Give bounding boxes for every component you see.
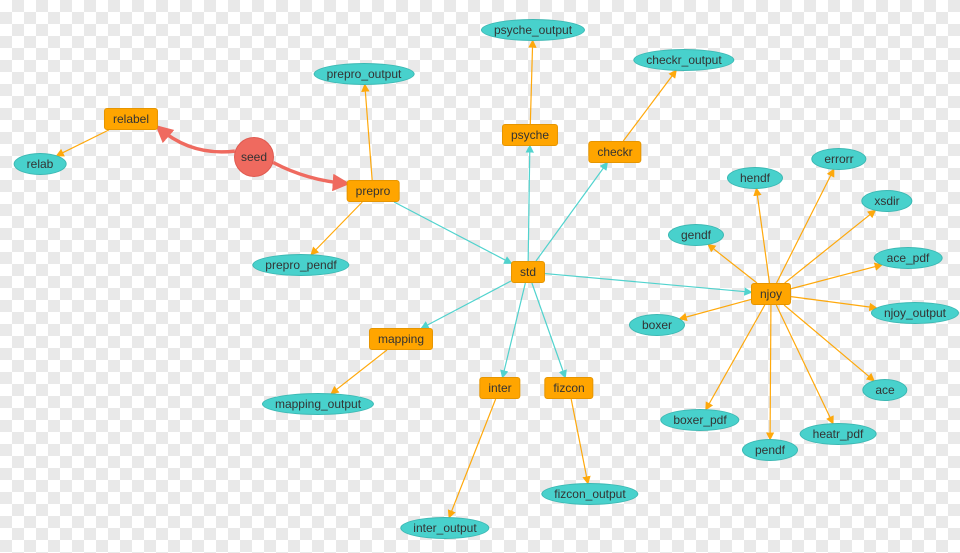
node-label: std — [520, 265, 536, 279]
node-label: psyche — [511, 128, 549, 142]
node-label: prepro_pendf — [265, 258, 336, 272]
node-label: prepro — [356, 184, 391, 198]
node-gendf[interactable]: gendf — [668, 224, 724, 246]
node-label: fizcon — [553, 381, 584, 395]
node-label: mapping_output — [275, 397, 361, 411]
node-label: boxer — [642, 318, 672, 332]
node-label: njoy — [760, 287, 782, 301]
node-relab[interactable]: relab — [14, 153, 67, 175]
node-mapping[interactable]: mapping — [369, 328, 433, 350]
node-prepro_pendf[interactable]: prepro_pendf — [252, 254, 349, 276]
node-boxer_pdf[interactable]: boxer_pdf — [660, 409, 739, 431]
node-boxer[interactable]: boxer — [629, 314, 685, 336]
graph-canvas: seed relabel prepro std psyche checkr mapping i… — [0, 0, 960, 553]
node-label: prepro_output — [327, 67, 402, 81]
node-label: gendf — [681, 228, 711, 242]
node-label: fizcon_output — [554, 487, 625, 501]
node-label: inter — [488, 381, 511, 395]
node-label: checkr_output — [646, 53, 721, 67]
node-label: inter_output — [413, 521, 476, 535]
node-prepro_output[interactable]: prepro_output — [314, 63, 415, 85]
node-inter_output[interactable]: inter_output — [400, 517, 489, 539]
node-ace[interactable]: ace — [862, 379, 907, 401]
node-label: ace — [875, 383, 894, 397]
node-seed[interactable]: seed — [234, 137, 274, 177]
node-psyche_output[interactable]: psyche_output — [481, 19, 585, 41]
node-psyche[interactable]: psyche — [502, 124, 558, 146]
node-label: errorr — [824, 152, 853, 166]
node-label: relab — [27, 157, 54, 171]
checker-background — [0, 0, 960, 553]
node-heatr_pdf[interactable]: heatr_pdf — [800, 423, 877, 445]
node-label: pendf — [755, 443, 785, 457]
node-label: mapping — [378, 332, 424, 346]
node-pendf[interactable]: pendf — [742, 439, 798, 461]
node-mapping_output[interactable]: mapping_output — [262, 393, 374, 415]
node-label: njoy_output — [884, 306, 946, 320]
node-label: checkr — [597, 145, 632, 159]
node-label: ace_pdf — [887, 251, 930, 265]
node-label: boxer_pdf — [673, 413, 726, 427]
node-njoy[interactable]: njoy — [751, 283, 791, 305]
node-prepro[interactable]: prepro — [347, 180, 400, 202]
node-label: hendf — [740, 171, 770, 185]
node-fizcon[interactable]: fizcon — [544, 377, 593, 399]
node-checkr[interactable]: checkr — [588, 141, 641, 163]
node-relabel[interactable]: relabel — [104, 108, 158, 130]
node-label: psyche_output — [494, 23, 572, 37]
node-fizcon_output[interactable]: fizcon_output — [541, 483, 638, 505]
node-hendf[interactable]: hendf — [727, 167, 783, 189]
node-inter[interactable]: inter — [479, 377, 520, 399]
node-label: heatr_pdf — [813, 427, 864, 441]
node-std[interactable]: std — [511, 261, 545, 283]
node-label: xsdir — [874, 194, 899, 208]
node-ace_pdf[interactable]: ace_pdf — [874, 247, 943, 269]
node-label: seed — [241, 151, 267, 163]
node-label: relabel — [113, 112, 149, 126]
node-njoy_output[interactable]: njoy_output — [871, 302, 959, 324]
node-xsdir[interactable]: xsdir — [861, 190, 912, 212]
node-errorr[interactable]: errorr — [811, 148, 866, 170]
node-checkr_output[interactable]: checkr_output — [633, 49, 734, 71]
